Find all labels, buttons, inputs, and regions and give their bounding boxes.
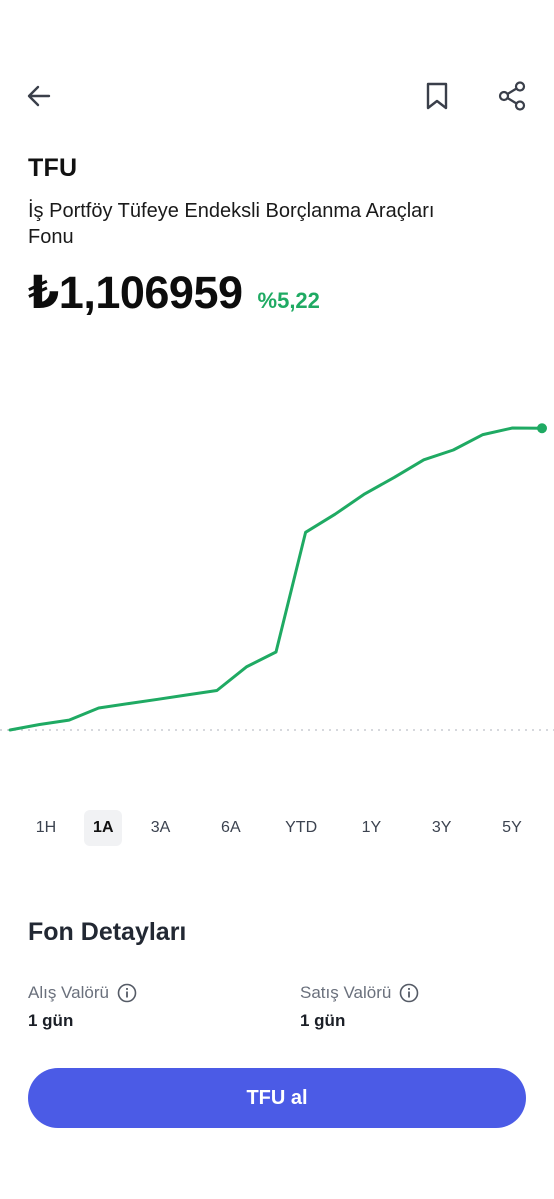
bookmark-icon [426, 82, 448, 110]
range-1y[interactable]: 1Y [361, 819, 382, 836]
fund-ticker: TFU [28, 154, 78, 182]
chart-last-point [537, 423, 547, 434]
range-ytd[interactable]: YTD [285, 819, 318, 836]
range-selector: 1H 1A 3A 6A YTD 1Y 3Y 5Y [14, 810, 544, 848]
fund-price: ₺1,106959 [28, 267, 243, 318]
info-icon[interactable] [117, 983, 137, 1003]
range-3y[interactable]: 3Y [431, 819, 452, 836]
arrow-left-icon [27, 85, 51, 107]
satis-valoru-value: 1 gün [300, 1011, 346, 1030]
alis-valoru-label: Alış Valörü [28, 983, 109, 1002]
bookmark-button[interactable] [415, 74, 459, 118]
buy-button[interactable]: TFU al [28, 1068, 526, 1128]
chart-series-line [8, 426, 544, 732]
satis-valoru-label: Satış Valörü [300, 983, 392, 1002]
detail-satis-valoru: Satış Valörü 1 gün [300, 983, 419, 1031]
range-3a[interactable]: 3A [150, 819, 171, 836]
alis-valoru-value: 1 gün [28, 1011, 74, 1030]
info-icon[interactable] [399, 983, 419, 1003]
price-row: ₺1,106959 %5,22 [28, 266, 320, 319]
top-bar [0, 74, 554, 122]
range-1h[interactable]: 1H [35, 819, 57, 836]
range-6a[interactable]: 6A [221, 819, 241, 836]
share-button[interactable] [491, 74, 535, 118]
range-1a[interactable]: 1A [84, 810, 123, 846]
detail-alis-valoru: Alış Valörü 1 gün [28, 983, 137, 1031]
price-chart [0, 423, 554, 732]
range-5y[interactable]: 5Y [502, 819, 522, 836]
section-title: Fon Detayları [28, 918, 187, 946]
back-button[interactable] [17, 74, 61, 118]
share-icon [498, 81, 526, 111]
price-change: %5,22 [257, 288, 320, 313]
fund-name: İş Portföy Tüfeye Endeksli Borçlanma Ara… [28, 200, 435, 248]
